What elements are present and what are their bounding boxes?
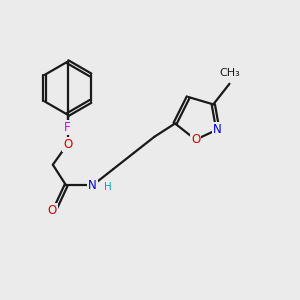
Text: O: O bbox=[63, 138, 72, 151]
Text: O: O bbox=[191, 133, 200, 146]
Text: CH₃: CH₃ bbox=[219, 68, 240, 78]
Text: H: H bbox=[104, 182, 112, 192]
Text: N: N bbox=[88, 179, 97, 192]
Text: F: F bbox=[64, 122, 71, 134]
Text: O: O bbox=[48, 204, 57, 217]
Text: N: N bbox=[213, 123, 222, 136]
